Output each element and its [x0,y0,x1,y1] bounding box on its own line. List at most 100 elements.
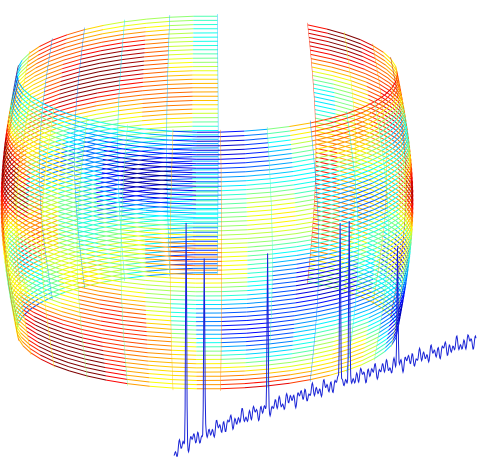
mesh-segment [398,91,402,99]
mesh-segment [120,259,146,264]
mesh-segment [383,231,395,239]
mesh-segment [411,191,414,199]
mesh-segment [17,334,23,342]
mesh-segment [383,56,393,64]
mesh-segment [271,306,296,311]
mesh-segment [66,131,85,138]
mesh-segment [17,183,30,192]
mesh-segment [43,183,61,191]
mesh-segment [39,184,57,192]
mesh-segment [25,122,37,130]
mesh-segment [317,202,339,209]
mesh-segment [118,111,143,116]
mesh-segment [35,328,50,337]
mesh-segment [124,22,147,27]
mesh-segment [49,339,66,346]
mesh-segment [41,210,59,217]
mesh-segment [392,67,398,76]
mesh-segment [170,251,196,254]
mesh-segment [7,138,14,147]
mesh-segment [1,174,5,183]
mesh-segment [375,62,387,70]
mesh-segment [5,135,9,144]
mesh-segment [15,140,27,149]
mesh-segment [398,232,408,241]
mesh-segment [169,24,194,27]
mesh-segment [66,353,85,360]
mesh-segment [3,220,9,229]
mesh-segment [354,308,371,316]
mesh-segment [60,302,80,309]
mesh-segment [19,296,28,305]
mesh-segment [7,228,17,237]
mesh-segment [351,143,368,150]
mesh-segment [294,194,317,199]
mesh-segment [269,171,294,175]
mesh-segment [29,46,40,54]
mesh-segment [27,207,43,216]
mesh-segment [14,297,23,306]
mesh-segment [17,187,29,196]
mesh-segment [76,101,97,107]
mesh-segment [99,294,122,300]
mesh-segment [20,292,32,300]
mesh-segment [333,83,353,90]
mesh-segment [386,178,398,187]
mesh-segment [289,122,311,127]
mesh-segment [367,141,382,149]
mesh-segment [365,260,379,268]
mesh-segment [385,143,398,152]
mesh-segment [15,218,28,227]
mesh-segment [104,136,127,141]
mesh-segment [53,108,70,115]
mesh-segment [77,225,99,231]
mesh-segment [370,207,386,215]
mesh-segment [45,305,62,312]
mesh-segment [401,276,408,285]
mesh-segment [8,113,12,122]
mesh-segment [374,220,389,228]
mesh-segment [293,171,316,177]
mesh-segment [397,184,407,193]
mesh-segment [99,207,122,213]
mesh-segment [39,136,57,144]
mesh-segment [77,277,99,284]
mesh-segment [270,175,294,180]
mesh-segment [245,160,270,164]
mesh-segment [77,84,99,90]
mesh-segment [172,374,197,377]
mesh-segment [220,135,245,138]
mesh-segment [346,364,363,371]
mesh-segment [58,220,78,227]
mesh-segment [16,196,29,205]
mesh-segment [400,99,403,108]
mesh-segment [58,259,78,266]
mesh-segment [123,332,147,337]
mesh-segment [272,263,297,268]
mesh-segment [102,269,124,274]
mesh-segment [22,84,34,93]
mesh-segment [146,20,170,24]
mesh-segment [310,53,331,60]
mesh-segment [310,118,330,124]
mesh-segment [294,189,317,195]
mesh-segment [398,298,404,307]
mesh-segment [22,139,35,148]
mesh-segment [119,81,144,86]
mesh-segment [375,103,387,112]
mesh-segment [96,105,119,111]
mesh-segment [42,98,60,105]
mesh-segment [26,289,38,298]
mesh-segment [411,212,414,221]
mesh-segment [12,91,16,100]
mesh-segment [34,269,49,278]
mesh-segment [167,74,193,77]
mesh-segment [247,236,273,239]
mesh-segment [100,312,123,317]
mesh-segment [381,244,393,253]
mesh-segment [397,190,407,199]
mesh-segment [31,164,46,172]
mesh-segment [245,164,270,168]
mesh-segment [172,383,197,386]
mesh-segment [315,143,338,149]
